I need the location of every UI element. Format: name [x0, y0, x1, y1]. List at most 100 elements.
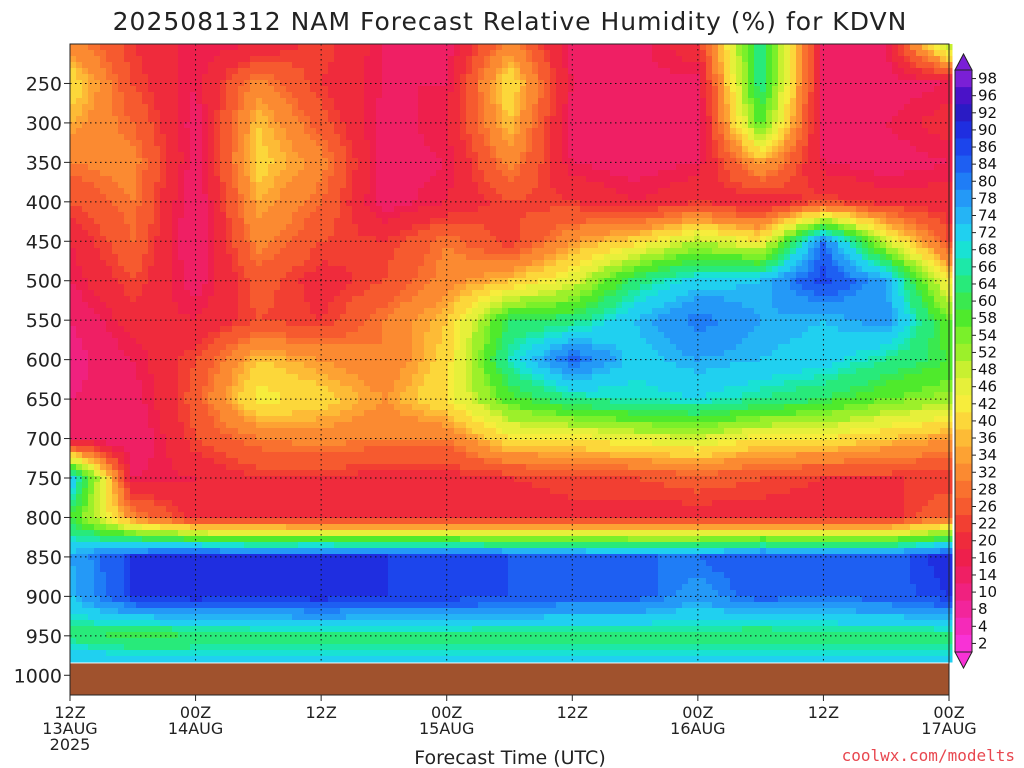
rh-cell — [82, 626, 89, 633]
rh-cell — [274, 302, 281, 309]
rh-cell — [322, 302, 329, 309]
rh-cell — [226, 140, 233, 147]
rh-cell — [286, 530, 293, 537]
rh-cell — [334, 86, 341, 93]
rh-cell — [220, 278, 227, 285]
rh-cell — [142, 614, 149, 621]
rh-cell — [208, 464, 215, 471]
rh-cell — [118, 542, 125, 549]
rh-cell — [220, 590, 227, 597]
rh-cell — [94, 452, 101, 459]
rh-cell — [340, 182, 347, 189]
rh-cell — [328, 134, 335, 141]
rh-cell — [124, 458, 131, 465]
rh-cell — [352, 344, 359, 351]
rh-cell — [124, 140, 131, 147]
rh-cell — [328, 62, 335, 69]
rh-cell — [286, 224, 293, 231]
rh-cell — [226, 338, 233, 345]
rh-cell — [160, 68, 167, 75]
rh-cell — [130, 266, 137, 273]
rh-cell — [244, 620, 251, 627]
rh-cell — [190, 254, 197, 261]
rh-cell — [82, 218, 89, 225]
rh-cell — [304, 554, 311, 561]
rh-cell — [280, 176, 287, 183]
rh-cell — [292, 332, 299, 339]
rh-cell — [178, 632, 185, 639]
rh-cell — [268, 638, 275, 645]
rh-cell — [214, 518, 221, 525]
rh-cell — [82, 602, 89, 609]
rh-cell — [280, 248, 287, 255]
rh-cell — [280, 206, 287, 213]
rh-cell — [346, 158, 353, 165]
rh-cell — [316, 224, 323, 231]
rh-cell — [244, 116, 251, 123]
rh-cell — [226, 242, 233, 249]
rh-cell — [112, 494, 119, 501]
rh-cell — [274, 632, 281, 639]
rh-cell — [322, 398, 329, 405]
rh-cell — [256, 638, 263, 645]
rh-cell — [112, 158, 119, 165]
rh-cell — [298, 74, 305, 81]
rh-cell — [94, 386, 101, 393]
rh-cell — [226, 392, 233, 399]
rh-cell — [124, 332, 131, 339]
rh-cell — [202, 236, 209, 243]
rh-cell — [184, 650, 191, 657]
rh-cell — [154, 626, 161, 633]
rh-cell — [262, 440, 269, 447]
rh-cell — [190, 302, 197, 309]
rh-cell — [256, 632, 263, 639]
rh-cell — [154, 206, 161, 213]
rh-cell — [100, 212, 107, 219]
rh-cell — [280, 596, 287, 603]
rh-cell — [322, 572, 329, 579]
rh-cell — [220, 602, 227, 609]
rh-cell — [118, 386, 125, 393]
rh-cell — [226, 494, 233, 501]
rh-cell — [88, 86, 95, 93]
rh-cell — [130, 176, 137, 183]
rh-cell — [346, 542, 353, 549]
rh-cell — [184, 596, 191, 603]
rh-cell — [220, 524, 227, 531]
rh-cell — [172, 230, 179, 237]
rh-cell — [154, 344, 161, 351]
rh-cell — [250, 140, 257, 147]
rh-cell — [346, 218, 353, 225]
rh-cell — [232, 398, 239, 405]
rh-cell — [106, 344, 113, 351]
rh-cell — [352, 266, 359, 273]
rh-cell — [190, 140, 197, 147]
rh-cell — [130, 542, 137, 549]
rh-cell — [136, 194, 143, 201]
rh-cell — [172, 608, 179, 615]
rh-cell — [238, 140, 245, 147]
rh-cell — [70, 332, 77, 339]
rh-cell — [250, 566, 257, 573]
rh-cell — [76, 440, 83, 447]
rh-cell — [352, 206, 359, 213]
rh-cell — [256, 86, 263, 93]
rh-cell — [286, 626, 293, 633]
rh-cell — [274, 440, 281, 447]
rh-cell — [226, 446, 233, 453]
rh-cell — [226, 62, 233, 69]
rh-cell — [82, 308, 89, 315]
rh-cell — [334, 206, 341, 213]
rh-cell — [310, 320, 317, 327]
rh-cell — [76, 62, 83, 69]
rh-cell — [178, 590, 185, 597]
rh-cell — [112, 320, 119, 327]
rh-cell — [160, 452, 167, 459]
rh-cell — [214, 338, 221, 345]
rh-cell — [148, 512, 155, 519]
rh-cell — [328, 638, 335, 645]
rh-cell — [232, 428, 239, 435]
rh-cell — [124, 602, 131, 609]
rh-cell — [238, 296, 245, 303]
rh-cell — [76, 188, 83, 195]
